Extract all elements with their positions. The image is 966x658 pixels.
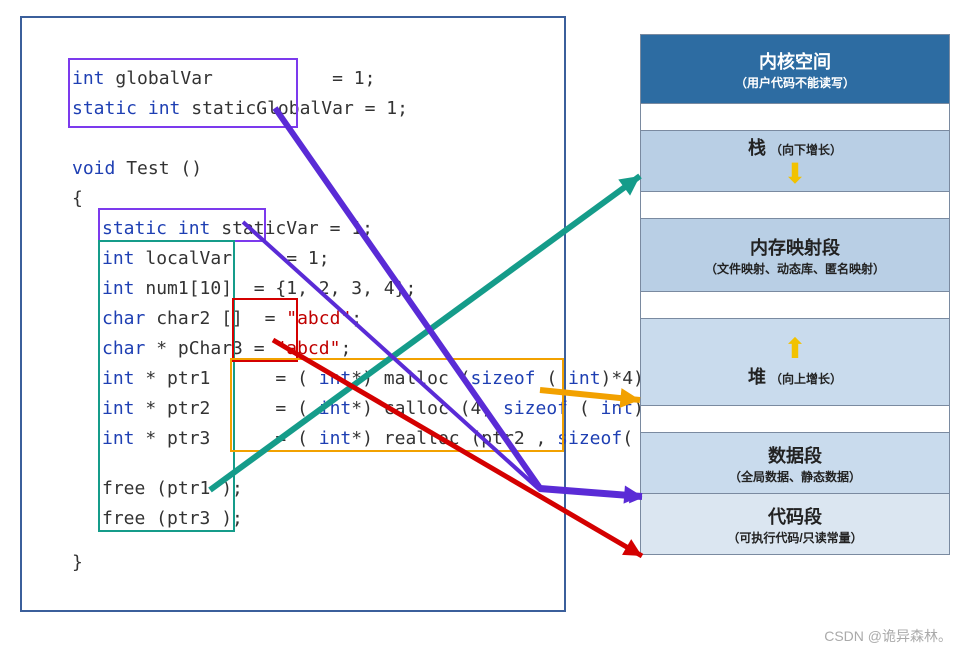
code-line: static int staticGlobalVar = 1; <box>72 94 408 124</box>
code-panel: int globalVar = 1;static int staticGloba… <box>20 16 566 612</box>
code-line: { <box>72 184 83 214</box>
memory-region: 栈 （向下增长）⬇ <box>641 131 950 192</box>
code-line: } <box>72 548 83 578</box>
code-line: static int staticVar = 1; <box>102 214 373 244</box>
code-line: char char2 [] = "abcd"; <box>102 304 362 334</box>
code-line: free (ptr1 ); <box>102 474 243 504</box>
code-line: char * pChar3 = "abcd"; <box>102 334 351 364</box>
memory-region <box>641 104 950 131</box>
memory-layout-table: 内核空间（用户代码不能读写） 栈 （向下增长）⬇ 内存映射段（文件映射、动态库、匿名… <box>640 34 950 555</box>
code-line: free (ptr3 ); <box>102 504 243 534</box>
memory-region: 内核空间（用户代码不能读写） <box>641 35 950 104</box>
code-line: void Test () <box>72 154 202 184</box>
memory-region <box>641 406 950 433</box>
code-inner: int globalVar = 1;static int staticGloba… <box>34 62 552 598</box>
code-line: int * ptr2 = ( int*) calloc (4, sizeof (… <box>102 394 666 424</box>
memory-region <box>641 192 950 219</box>
code-line: int num1[10] = {1, 2, 3, 4}; <box>102 274 416 304</box>
memory-region <box>641 292 950 319</box>
memory-region: 内存映射段（文件映射、动态库、匿名映射） <box>641 219 950 292</box>
watermark: CSDN @诡异森林。 <box>824 626 952 646</box>
code-line: int localVar = 1; <box>102 244 330 274</box>
memory-rows: 内核空间（用户代码不能读写） 栈 （向下增长）⬇ 内存映射段（文件映射、动态库、匿名… <box>641 35 950 555</box>
memory-region: ⬆堆 （向上增长） <box>641 319 950 406</box>
code-line: int globalVar = 1; <box>72 64 375 94</box>
code-line: int * ptr1 = ( int*) malloc (sizeof ( in… <box>102 364 655 394</box>
memory-region: 数据段（全局数据、静态数据） <box>641 433 950 494</box>
memory-region: 代码段（可执行代码/只读常量） <box>641 494 950 555</box>
